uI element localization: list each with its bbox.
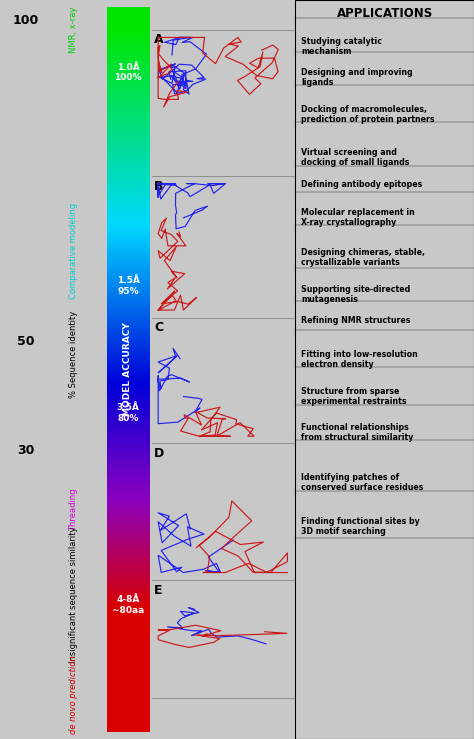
Text: Threading: Threading <box>69 488 78 531</box>
Text: Supporting site-directed
mutagenesis: Supporting site-directed mutagenesis <box>301 285 410 304</box>
Text: Designing chimeras, stable,
crystallizable variants: Designing chimeras, stable, crystallizab… <box>301 248 425 267</box>
Text: A: A <box>154 33 164 47</box>
Text: Molecular replacement in
X-ray crystallography: Molecular replacement in X-ray crystallo… <box>301 208 415 228</box>
Text: 1.0Å
100%: 1.0Å 100% <box>114 63 142 83</box>
Text: 100: 100 <box>13 14 39 27</box>
Text: Structure from sparse
experimental restraints: Structure from sparse experimental restr… <box>301 387 407 406</box>
Text: Identifying patches of
conserved surface residues: Identifying patches of conserved surface… <box>301 473 423 492</box>
Text: Designing and improving
ligands: Designing and improving ligands <box>301 68 412 87</box>
Text: E: E <box>154 584 163 597</box>
Text: 50: 50 <box>18 335 35 348</box>
Text: Studying catalytic
mechanism: Studying catalytic mechanism <box>301 37 382 56</box>
Text: MODEL ACCURACY: MODEL ACCURACY <box>124 323 132 416</box>
Text: NMR, x-ray: NMR, x-ray <box>69 7 78 52</box>
Text: 30: 30 <box>18 444 35 457</box>
Text: de novo prediction: de novo prediction <box>69 655 78 734</box>
Text: B: B <box>154 180 164 193</box>
Text: Refining NMR structures: Refining NMR structures <box>301 316 410 325</box>
Text: D: D <box>154 447 164 460</box>
Text: C: C <box>154 321 163 335</box>
Text: Finding functional sites by
3D motif searching: Finding functional sites by 3D motif sea… <box>301 517 420 537</box>
Text: Comparative modeling: Comparative modeling <box>69 203 78 299</box>
Text: 1.5Å
95%: 1.5Å 95% <box>117 276 139 296</box>
Text: Insignificant sequence similarity: Insignificant sequence similarity <box>69 527 78 663</box>
Text: 3.5Å
80%: 3.5Å 80% <box>117 403 139 423</box>
Text: Functional relationships
from structural similarity: Functional relationships from structural… <box>301 423 413 442</box>
Text: Docking of macromolecules,
prediction of protein partners: Docking of macromolecules, prediction of… <box>301 105 435 124</box>
Text: 4-8Å
~80aa: 4-8Å ~80aa <box>112 595 144 615</box>
Text: % Sequence identity: % Sequence identity <box>69 311 78 398</box>
Text: Defining antibody epitopes: Defining antibody epitopes <box>301 180 422 189</box>
Text: APPLICATIONS: APPLICATIONS <box>337 7 433 20</box>
Bar <box>295 0 474 739</box>
Text: Fitting into low-resolution
electron density: Fitting into low-resolution electron den… <box>301 350 418 369</box>
Text: Virtual screening and
docking of small ligands: Virtual screening and docking of small l… <box>301 148 410 167</box>
